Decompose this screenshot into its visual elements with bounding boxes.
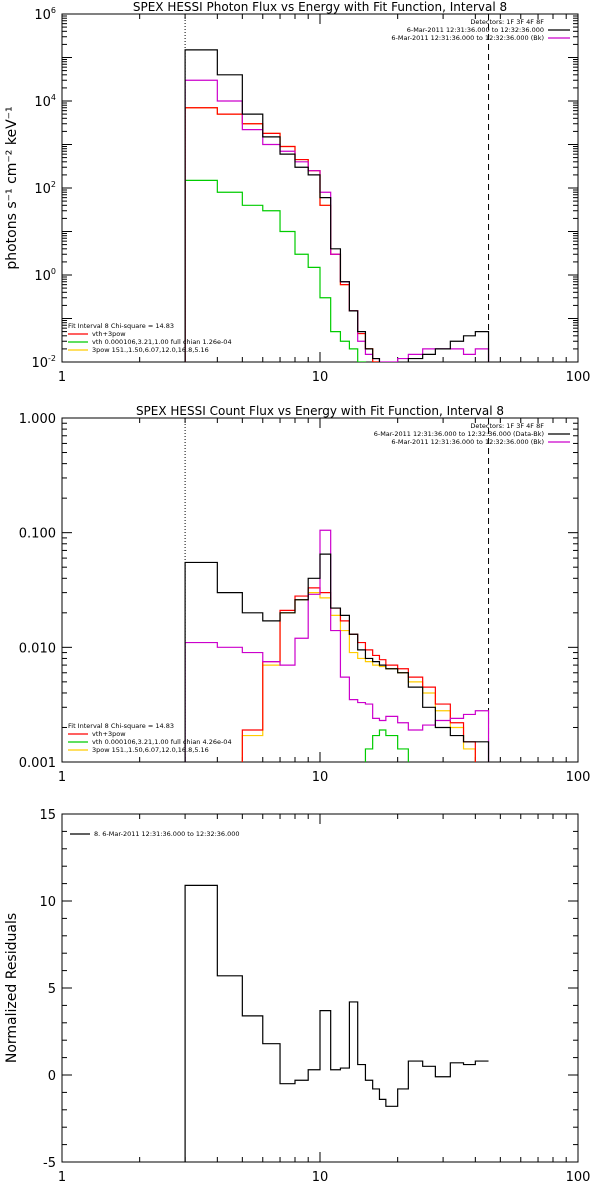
legend-top-right-entry: 6-Mar-2011 12:31:36.000 to 12:32:36.000 …: [391, 34, 544, 42]
x-tick-label: 1: [58, 1170, 66, 1185]
y-tick-label: 102: [34, 180, 56, 197]
series-histogram-4: [364, 729, 409, 762]
legend-top-right-entry: 6-Mar-2011 12:31:36.000 to 12:32:36.000 …: [374, 430, 544, 438]
series-histogram-5: [184, 107, 381, 362]
y-tick-exponent: 2: [51, 180, 56, 189]
legend-bottom-left-entry: vth 0.000106,3.21,1.00 full chian 4.26e-…: [92, 738, 232, 746]
chart-panel-2: SPEX HESSI Count Flux vs Energy with Fit…: [19, 404, 591, 785]
y-tick-label: 10: [39, 895, 56, 910]
y-tick-exponent: -2: [48, 354, 56, 363]
y-tick-exponent: 6: [51, 6, 56, 15]
y-tick-base: 10: [34, 95, 51, 110]
chart-title: SPEX HESSI Count Flux vs Energy with Fit…: [136, 404, 504, 418]
legend-bottom-left-entry: 3pow 151.,1.50,6.07,12.0,16.8,5.16: [92, 746, 209, 754]
x-tick-label: 10: [312, 770, 329, 785]
y-axis-label: Normalized Residuals: [4, 913, 20, 1063]
x-tick-label: 1: [58, 770, 66, 785]
legend-bottom-left-entry: 3pow 151.,1.50,6.07,12.0,16.8,5.16: [92, 346, 209, 354]
series-histogram-2: [184, 529, 490, 762]
y-tick-label: 5: [48, 982, 56, 997]
y-tick-exponent: 0: [51, 267, 56, 276]
series-histogram-2: [184, 79, 490, 362]
legend-top-right-entry: 6-Mar-2011 12:31:36.000 to 12:32:36.000 …: [391, 438, 544, 446]
x-tick-label: 10: [312, 1170, 329, 1185]
y-tick-label: 0.001: [19, 756, 56, 771]
y-tick-base: 10: [34, 8, 51, 23]
y-tick-exponent: 4: [51, 93, 56, 102]
y-tick-label: 15: [39, 808, 56, 823]
legend-bottom-left-entry: vth+3pow: [92, 330, 126, 338]
legend-bottom-left-title: Fit Interval 8 Chi-square = 14.83: [68, 722, 174, 730]
x-tick-label: 1: [58, 370, 66, 385]
series-histogram-4: [184, 179, 367, 362]
y-tick-label: 100: [34, 267, 56, 284]
x-tick-label: 100: [566, 770, 591, 785]
y-tick-label: 0.010: [19, 641, 56, 656]
legend-top-right-entry: 6-Mar-2011 12:31:36.000 to 12:32:36.000: [407, 26, 544, 34]
y-axis-label: photons s⁻¹ cm⁻² keV⁻¹: [4, 106, 20, 269]
series-histogram-3: [241, 587, 476, 762]
legend-bottom-left-title: Fit Interval 8 Chi-square = 14.83: [68, 322, 174, 330]
y-tick-label: 106: [34, 6, 56, 23]
legend-top-left-entry: 8. 6-Mar-2011 12:31:36.000 to 12:32:36.0…: [94, 830, 240, 838]
x-tick-label: 100: [566, 370, 591, 385]
y-tick-base: 10: [31, 356, 48, 371]
series-histogram-1: [184, 49, 490, 362]
plot-frame: [61, 813, 579, 1163]
series-histogram-3: [184, 107, 381, 362]
chart-panel-1: SPEX HESSI Photon Flux vs Energy with Fi…: [4, 0, 590, 385]
y-tick-label: 1.000: [19, 412, 56, 427]
legend-bottom-left-entry: vth 0.000106,3.21,1.00 full chian 1.26e-…: [92, 338, 232, 346]
chart-title: SPEX HESSI Photon Flux vs Energy with Fi…: [133, 0, 507, 14]
y-tick-label: 0: [48, 1069, 56, 1084]
y-tick-label: 104: [34, 93, 56, 110]
y-tick-base: 10: [34, 269, 51, 284]
x-tick-label: 100: [566, 1170, 591, 1185]
y-tick-label: 10-2: [31, 354, 56, 371]
legend-top-right-title: Detectors: 1F 3F 4F 8F: [470, 422, 544, 430]
y-tick-label: -5: [43, 1156, 56, 1171]
legend-bottom-left-entry: vth+3pow: [92, 730, 126, 738]
y-tick-label: 0.100: [19, 527, 56, 542]
chart-panel-3: 1 10 100 -5 0 5 10 15 Normalized Residuals 8. 6-M…: [4, 808, 590, 1185]
legend-top-right-title: Detectors: 1F 3F 4F 8F: [470, 18, 544, 26]
y-tick-base: 10: [34, 182, 51, 197]
series-histogram-1: [184, 884, 489, 1162]
series-histogram-1: [184, 553, 490, 762]
x-tick-label: 10: [312, 370, 329, 385]
